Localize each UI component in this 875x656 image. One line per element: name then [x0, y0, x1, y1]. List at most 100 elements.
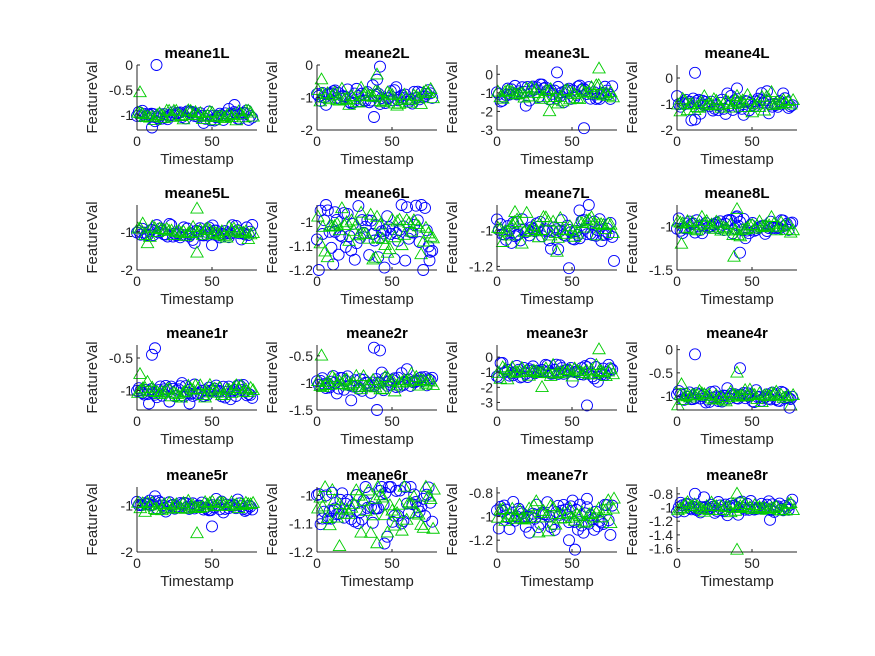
- triangle-point: [519, 205, 534, 218]
- triangle-point: [543, 498, 558, 511]
- triangle-point: [382, 498, 397, 511]
- triangle-point: [416, 85, 431, 98]
- triangle-point: [344, 88, 359, 102]
- triangle-point: [579, 514, 594, 527]
- scatter-points: [130, 201, 261, 258]
- circle-point: [206, 520, 218, 533]
- triangle-point: [704, 495, 719, 508]
- subplot-meane5L: 0 50 -1 -2 meane5L Timestamp FeatureVal: [84, 185, 261, 308]
- triangle-point: [577, 220, 592, 233]
- x-tick-label: 50: [564, 413, 580, 429]
- circle-point: [689, 348, 701, 361]
- triangle-point: [356, 493, 371, 506]
- triangle-point: [418, 220, 433, 233]
- triangle-point: [711, 392, 726, 405]
- triangle-point: [183, 381, 198, 394]
- triangle-point: [171, 223, 186, 236]
- circle-point: [150, 59, 163, 71]
- triangle-point: [190, 526, 204, 539]
- triangle-point: [778, 503, 793, 516]
- x-tick-label: 50: [744, 133, 760, 149]
- x-tick-label: 50: [744, 555, 760, 571]
- triangle-point: [750, 97, 765, 110]
- triangle-point: [320, 250, 335, 263]
- triangle-point: [426, 377, 441, 390]
- triangle-point: [495, 91, 510, 104]
- circle-point: [426, 244, 439, 257]
- triangle-point: [402, 215, 417, 228]
- triangle-point: [169, 224, 184, 237]
- triangle-point: [678, 221, 693, 234]
- triangle-point: [594, 510, 609, 523]
- triangle-point: [512, 215, 527, 228]
- circle-point: [689, 487, 701, 500]
- triangle-point: [246, 382, 261, 396]
- triangle-point: [346, 376, 361, 389]
- triangle-point: [550, 96, 565, 109]
- y-tick-label: -1.1: [289, 516, 313, 532]
- circle-point: [356, 87, 368, 100]
- triangle-point: [541, 524, 556, 537]
- triangle-point: [786, 502, 801, 515]
- triangle-point: [510, 212, 525, 225]
- circle-point: [552, 243, 565, 256]
- triangle-point: [205, 226, 220, 240]
- triangle-point: [142, 229, 157, 242]
- triangle-point: [594, 216, 609, 230]
- x-tick-label: 50: [384, 555, 400, 571]
- circle-point: [415, 199, 428, 211]
- triangle-point: [411, 219, 426, 232]
- y-tick-label: 0: [485, 66, 493, 82]
- triangle-point: [522, 89, 537, 102]
- triangle-point: [385, 373, 400, 386]
- y-tick-label: -1: [661, 96, 674, 112]
- triangle-point: [378, 508, 393, 521]
- circle-point: [563, 262, 575, 275]
- triangle-point: [390, 214, 405, 227]
- triangle-point: [346, 496, 361, 509]
- triangle-point: [409, 506, 424, 519]
- triangle-point: [592, 342, 606, 355]
- triangle-point: [375, 95, 390, 108]
- y-tick-label: -2: [481, 379, 494, 395]
- triangle-point: [349, 217, 364, 230]
- triangle-point: [130, 495, 145, 508]
- triangle-point: [373, 93, 388, 106]
- triangle-point: [674, 236, 689, 249]
- y-tick-label: 0: [485, 349, 493, 365]
- triangle-point: [750, 500, 765, 513]
- triangle-point: [690, 99, 705, 113]
- triangle-point: [762, 389, 777, 402]
- triangle-point: [229, 113, 244, 126]
- triangle-point: [166, 385, 181, 398]
- y-tick-label: -1: [481, 509, 494, 525]
- triangle-point: [592, 61, 606, 74]
- x-tick-label: 0: [673, 133, 681, 149]
- triangle-point: [591, 77, 606, 91]
- x-tick-label: 50: [204, 273, 220, 289]
- triangle-point: [601, 216, 616, 229]
- triangle-point: [546, 92, 561, 105]
- x-axis-label: Timestamp: [700, 573, 774, 590]
- triangle-point: [138, 504, 153, 517]
- triangle-point: [550, 230, 565, 243]
- triangle-point: [586, 87, 601, 100]
- y-axis-label: FeatureVal: [264, 341, 281, 413]
- triangle-point: [522, 501, 537, 514]
- triangle-point: [529, 494, 544, 507]
- subplot-meane7r: 0 50 -0.8 -1 -1.2 meane7r Timestamp FeatureVal: [444, 467, 621, 590]
- x-tick-label: 0: [493, 555, 501, 571]
- triangle-point: [711, 215, 726, 228]
- scatter-points: [130, 59, 261, 134]
- triangle-point: [546, 214, 561, 227]
- triangle-point: [740, 220, 755, 233]
- circle-point: [573, 204, 586, 217]
- triangle-point: [202, 104, 217, 117]
- triangle-point: [752, 499, 767, 513]
- triangle-point: [733, 498, 748, 511]
- subplot-title: meane2L: [344, 45, 409, 62]
- y-tick-label: -1: [481, 364, 494, 380]
- triangle-point: [541, 83, 556, 96]
- triangle-point: [351, 95, 366, 108]
- subplot-meane5r: 0 50 -1 -2 meane5r Timestamp FeatureVal: [84, 467, 261, 590]
